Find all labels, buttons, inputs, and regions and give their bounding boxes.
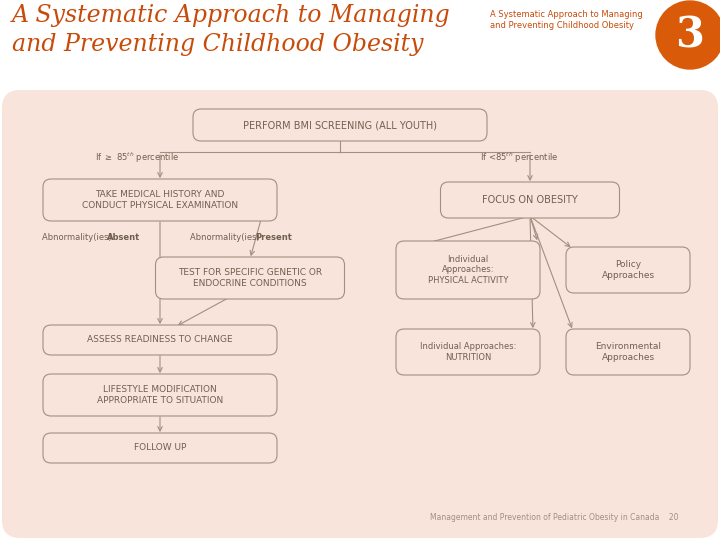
Text: Individual Approaches:
NUTRITION: Individual Approaches: NUTRITION	[420, 342, 516, 362]
FancyBboxPatch shape	[396, 241, 540, 299]
Text: FOLLOW UP: FOLLOW UP	[134, 443, 186, 453]
FancyBboxPatch shape	[43, 433, 277, 463]
Text: LIFESTYLE MODIFICATION
APPROPRIATE TO SITUATION: LIFESTYLE MODIFICATION APPROPRIATE TO SI…	[97, 386, 223, 404]
FancyBboxPatch shape	[566, 247, 690, 293]
Text: Absent: Absent	[107, 233, 140, 242]
Text: PERFORM BMI SCREENING (ALL YOUTH): PERFORM BMI SCREENING (ALL YOUTH)	[243, 120, 437, 130]
Text: Abnormality(ies): Abnormality(ies)	[190, 233, 262, 242]
FancyBboxPatch shape	[43, 179, 277, 221]
Text: If <85$^{th}$ percentile: If <85$^{th}$ percentile	[480, 151, 559, 165]
Text: If $\geq$ 85$^{th}$ percentile: If $\geq$ 85$^{th}$ percentile	[95, 151, 179, 165]
FancyBboxPatch shape	[396, 329, 540, 375]
FancyBboxPatch shape	[193, 109, 487, 141]
Text: Management and Prevention of Pediatric Obesity in Canada    20: Management and Prevention of Pediatric O…	[430, 514, 678, 523]
Text: Policy
Approaches: Policy Approaches	[601, 260, 654, 280]
Text: FOCUS ON OBESITY: FOCUS ON OBESITY	[482, 195, 578, 205]
Text: 3: 3	[675, 14, 704, 56]
FancyBboxPatch shape	[43, 374, 277, 416]
FancyBboxPatch shape	[43, 325, 277, 355]
Text: Environmental
Approaches: Environmental Approaches	[595, 342, 661, 362]
FancyBboxPatch shape	[2, 90, 718, 538]
Text: TAKE MEDICAL HISTORY AND
CONDUCT PHYSICAL EXAMINATION: TAKE MEDICAL HISTORY AND CONDUCT PHYSICA…	[82, 190, 238, 210]
Text: ASSESS READINESS TO CHANGE: ASSESS READINESS TO CHANGE	[87, 335, 233, 345]
FancyBboxPatch shape	[0, 0, 720, 90]
Text: Individual
Approaches:
PHYSICAL ACTIVITY: Individual Approaches: PHYSICAL ACTIVITY	[428, 255, 508, 285]
Circle shape	[656, 1, 720, 69]
Text: A Systematic Approach to Managing
and Preventing Childhood Obesity: A Systematic Approach to Managing and Pr…	[12, 4, 451, 56]
FancyBboxPatch shape	[441, 182, 619, 218]
Text: Present: Present	[255, 233, 292, 242]
Text: Abnormality(ies): Abnormality(ies)	[42, 233, 114, 242]
FancyBboxPatch shape	[566, 329, 690, 375]
FancyBboxPatch shape	[156, 257, 344, 299]
Text: A Systematic Approach to Managing
and Preventing Childhood Obesity: A Systematic Approach to Managing and Pr…	[490, 10, 643, 30]
Text: TEST FOR SPECIFIC GENETIC OR
ENDOCRINE CONDITIONS: TEST FOR SPECIFIC GENETIC OR ENDOCRINE C…	[178, 268, 322, 288]
